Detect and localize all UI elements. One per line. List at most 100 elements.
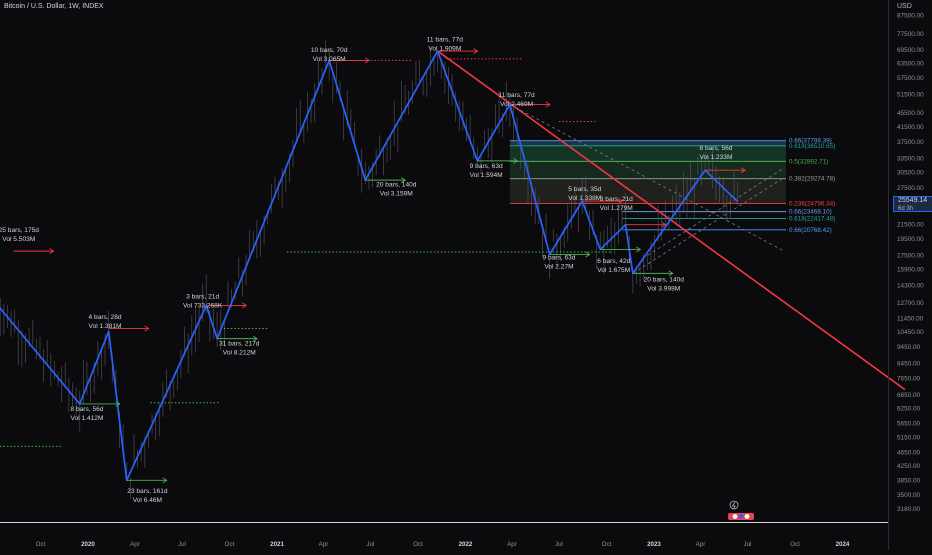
time-tick-label: 2021 bbox=[270, 541, 284, 548]
time-tick-label: 2023 bbox=[647, 541, 661, 548]
price-tick-label: 12700.00 bbox=[897, 300, 924, 307]
price-tick-label: 57500.00 bbox=[897, 75, 924, 82]
price-tick-label: 41500.00 bbox=[897, 124, 924, 131]
pivot-arrow-head bbox=[617, 198, 624, 204]
time-tick-label: 2020 bbox=[81, 541, 95, 548]
fib-level-label: 0.5(32892.71) bbox=[789, 158, 828, 165]
pivot-arrow-head bbox=[242, 302, 248, 309]
annotation-layer: 25 bars, 175d Vol 5.503M 4 bars, 28d Vol 1.… bbox=[0, 37, 746, 504]
time-tick-label: Apr bbox=[130, 541, 140, 548]
fib-zone bbox=[509, 178, 786, 204]
price-tick-label: 69500.00 bbox=[897, 47, 924, 54]
fib-level-label: 0.66(20768.42) bbox=[789, 227, 832, 234]
pivot-annotation-line1: 9 bars, 63d bbox=[542, 255, 575, 262]
time-tick-label: Apr bbox=[319, 541, 329, 548]
time-tick-label: Apr bbox=[696, 541, 706, 548]
fib-level-label: 0.66(37798.39) bbox=[789, 138, 832, 145]
pivot-arrow-head bbox=[364, 57, 371, 64]
fib-level-label: 0.618(36510.65) bbox=[789, 143, 835, 150]
flag-dot bbox=[732, 514, 738, 519]
pivot-arrow-head bbox=[115, 401, 121, 407]
zigzag-layer bbox=[0, 50, 739, 482]
misc-icons bbox=[728, 500, 754, 520]
fib-level-label: 0.236(24796.34) bbox=[789, 200, 835, 207]
price-tick-label: 8450.00 bbox=[897, 361, 921, 368]
pivot-annotation-line1: 11 bars, 77d bbox=[499, 92, 536, 99]
pivot-arrow-head bbox=[513, 157, 519, 164]
trendline-layer bbox=[0, 50, 906, 447]
pivot-arrow-head bbox=[668, 270, 674, 277]
pivot-annotation-line1: 9 bars, 63d bbox=[470, 163, 503, 170]
lightning-icon[interactable] bbox=[729, 500, 739, 510]
price-tick-label: 87500.00 bbox=[897, 13, 924, 20]
pivot-annotation-line2: Vol 1.338M bbox=[568, 195, 601, 202]
pivot-arrow-head bbox=[144, 325, 150, 332]
price-tick-label: 21500.00 bbox=[897, 222, 924, 229]
pivot-annotation-line1: 10 bars, 70d bbox=[311, 47, 348, 54]
time-tick-label: Jul bbox=[178, 541, 186, 548]
pivot-annotation-line2: Vol 1.381M bbox=[89, 323, 122, 330]
fib-level-label: 0.382(29274.78) bbox=[789, 176, 835, 183]
pivot-arrow-head bbox=[585, 251, 591, 258]
fib-zone bbox=[509, 140, 786, 146]
price-tick-label: 63500.00 bbox=[897, 60, 924, 67]
pivot-annotation-line1: 11 bars, 77d bbox=[427, 37, 464, 44]
price-tick-label: 33500.00 bbox=[897, 156, 924, 163]
pivot-arrow-head bbox=[661, 221, 667, 228]
pivot-annotation-line2: Vol 3.065M bbox=[313, 56, 346, 63]
time-tick-label: Jul bbox=[555, 541, 563, 548]
pivot-annotation-line2: Vol 733.268K bbox=[183, 302, 223, 309]
pivot-annotation-line2: Vol 2.27M bbox=[544, 264, 573, 271]
pivot-annotation-line2: Vol 2.469M bbox=[500, 101, 533, 108]
pivot-annotation-line1: 4 bars, 28d bbox=[89, 314, 122, 321]
pivot-annotation-line1: 3 bars, 21d bbox=[600, 196, 633, 203]
pivot-annotation-line1: 3 bars, 21d bbox=[186, 293, 219, 300]
pivot-annotation-line1: 23 bars, 161d bbox=[127, 488, 168, 495]
price-tick-label: 17500.00 bbox=[897, 252, 924, 259]
time-tick-label: Jul bbox=[744, 541, 752, 548]
pivot-annotation-line2: Vol 1.675M bbox=[597, 267, 630, 274]
price-tick-label: 3500.00 bbox=[897, 492, 921, 499]
pivot-annotation-line1: 8 bars, 56d bbox=[70, 406, 103, 413]
price-tick-label: 4650.00 bbox=[897, 450, 921, 457]
flag-dot bbox=[744, 514, 750, 519]
pivot-annotation-line1: 20 bars, 140d bbox=[644, 276, 685, 283]
fib-zone bbox=[509, 145, 786, 162]
price-tick-label: 11450.00 bbox=[897, 315, 924, 322]
price-tick-label: 5150.00 bbox=[897, 434, 921, 441]
pivot-annotation-line2: Vol 1.233M bbox=[699, 154, 732, 161]
pivot-annotation-line2: Vol 3.998M bbox=[647, 285, 680, 292]
price-tick-label: 9450.00 bbox=[897, 344, 921, 351]
fib-zone bbox=[509, 161, 786, 179]
fib-level-label: 0.618(22417.48) bbox=[789, 215, 835, 222]
flag-dot bbox=[738, 514, 744, 519]
current-price-countdown: 6d 3h bbox=[898, 206, 914, 212]
price-tick-label: 14300.00 bbox=[897, 282, 924, 289]
time-tick-label: Oct bbox=[36, 541, 46, 548]
chart-title: Bitcoin / U.S. Dollar, 1W, INDEX bbox=[4, 3, 104, 10]
time-axis-divider bbox=[0, 522, 888, 523]
pivot-annotation-line2: Vol 1.594M bbox=[470, 172, 503, 179]
time-tick-label: Oct bbox=[413, 541, 423, 548]
pivot-annotation-line1: 6 bars, 42d bbox=[597, 258, 630, 265]
current-price-value: 25549.14 bbox=[898, 197, 928, 204]
price-tick-label: 6250.00 bbox=[897, 406, 921, 413]
pivot-arrow-head bbox=[252, 335, 258, 342]
price-tick-label: 51500.00 bbox=[897, 92, 924, 99]
time-tick-label: Oct bbox=[225, 541, 235, 548]
price-tick-label: 6850.00 bbox=[897, 392, 921, 399]
time-tick-label: 2024 bbox=[836, 541, 850, 548]
time-tick-label: Apr bbox=[507, 541, 517, 548]
price-tick-label: 4250.00 bbox=[897, 463, 921, 470]
price-tick-label: 10450.00 bbox=[897, 329, 924, 336]
pivot-arrow-head bbox=[636, 246, 642, 253]
price-axis-ticks: 87500.00 77500.00 69500.00 63500.00 57500.00… bbox=[897, 13, 924, 513]
pivot-arrow-head bbox=[401, 177, 407, 183]
price-tick-label: 19500.00 bbox=[897, 236, 924, 243]
pivot-arrow-head bbox=[49, 248, 55, 254]
time-tick-label: Jul bbox=[367, 541, 375, 548]
pivot-annotation-line2: Vol 1.279M bbox=[600, 205, 633, 212]
price-tick-label: 7650.00 bbox=[897, 375, 921, 382]
price-tick-label: 27500.00 bbox=[897, 185, 924, 192]
